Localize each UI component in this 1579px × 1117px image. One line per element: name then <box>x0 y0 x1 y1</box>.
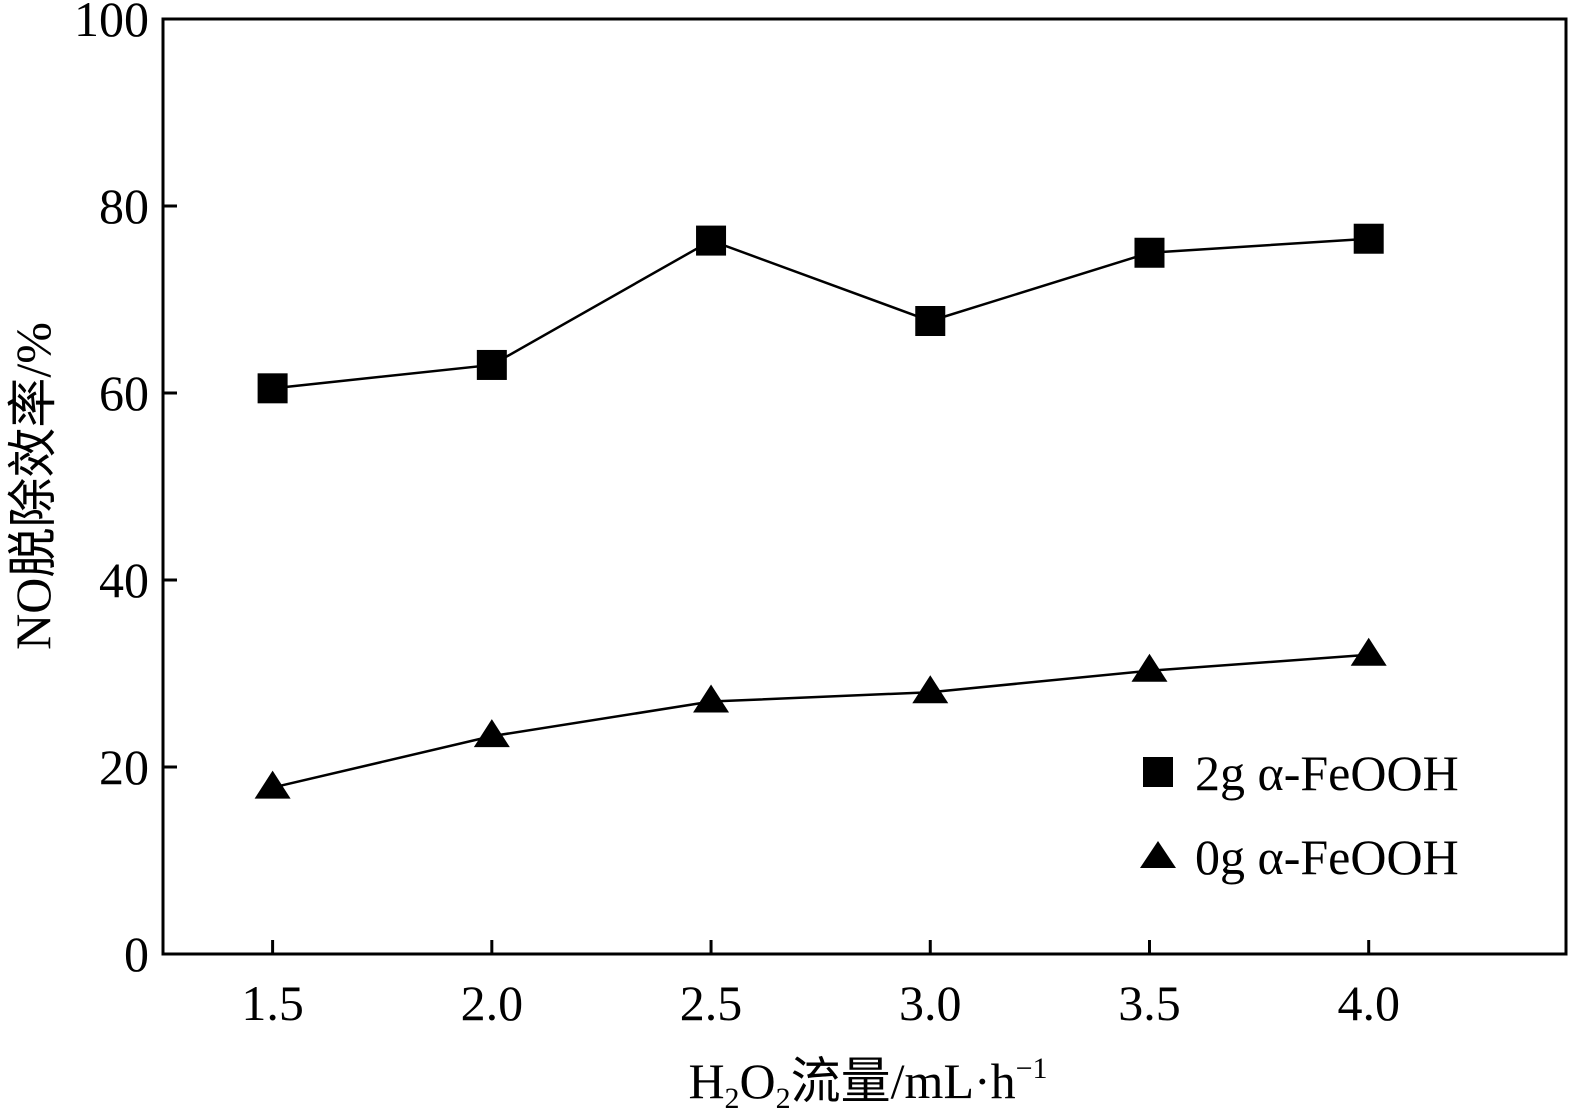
data-point-square <box>476 349 507 380</box>
data-point-triangle <box>693 684 730 713</box>
series-line-1 <box>272 237 1369 390</box>
x-tick-label: 2.5 <box>680 975 743 1031</box>
x-tick-label: 2.0 <box>461 975 524 1031</box>
x-axis-title-sup: −1 <box>1016 1052 1048 1085</box>
data-point-square <box>1353 223 1384 254</box>
series-line-2 <box>272 653 1369 789</box>
y-tick-label: 80 <box>99 178 149 234</box>
y-tick-label: 40 <box>99 552 149 608</box>
y-tick-label: 100 <box>74 0 149 47</box>
plot-frame <box>161 17 1568 956</box>
x-tick-label: 3.5 <box>1118 975 1181 1031</box>
x-axis-title: H2O2流量/mL·h−1 <box>688 1052 1047 1115</box>
y-tick-label: 20 <box>99 739 149 795</box>
x-axis-title-h: H <box>688 1053 724 1109</box>
x-axis-title-sub2: 2 <box>776 1082 791 1115</box>
data-point-triangle <box>912 675 949 704</box>
x-axis-title-rest: 流量/mL·h <box>791 1053 1016 1109</box>
data-point-square <box>915 306 946 337</box>
x-tick-label: 1.5 <box>241 975 304 1031</box>
legend-label-series-2: 0g α-FeOOH <box>1195 829 1459 885</box>
data-point-square <box>257 373 288 404</box>
legend-label-series-1: 2g α-FeOOH <box>1195 745 1459 801</box>
y-tick-label: 0 <box>124 926 149 982</box>
legend-marker-square <box>1143 757 1173 787</box>
x-axis-title-o: O <box>740 1053 776 1109</box>
data-point-triangle <box>254 770 291 799</box>
x-tick-label: 3.0 <box>899 975 962 1031</box>
y-tick-label: 60 <box>99 365 149 421</box>
axis-ticks: 0 20 40 60 80 100 1.5 2.0 2.5 3.0 3.5 4.0 <box>74 0 1400 1031</box>
data-point-triangle <box>473 719 510 748</box>
data-point-triangle <box>1131 653 1168 682</box>
legend-marker-triangle <box>1140 841 1176 868</box>
data-point-square <box>1134 237 1165 268</box>
x-axis-title-sub1: 2 <box>725 1082 740 1115</box>
data-point-square <box>696 225 727 256</box>
legend: 2g α-FeOOH 0g α-FeOOH <box>1140 745 1459 885</box>
data-point-triangle <box>1350 637 1387 666</box>
x-tick-label: 4.0 <box>1337 975 1400 1031</box>
series-layer <box>254 223 1387 799</box>
y-axis-title: NO脱除效率/% <box>5 322 61 650</box>
